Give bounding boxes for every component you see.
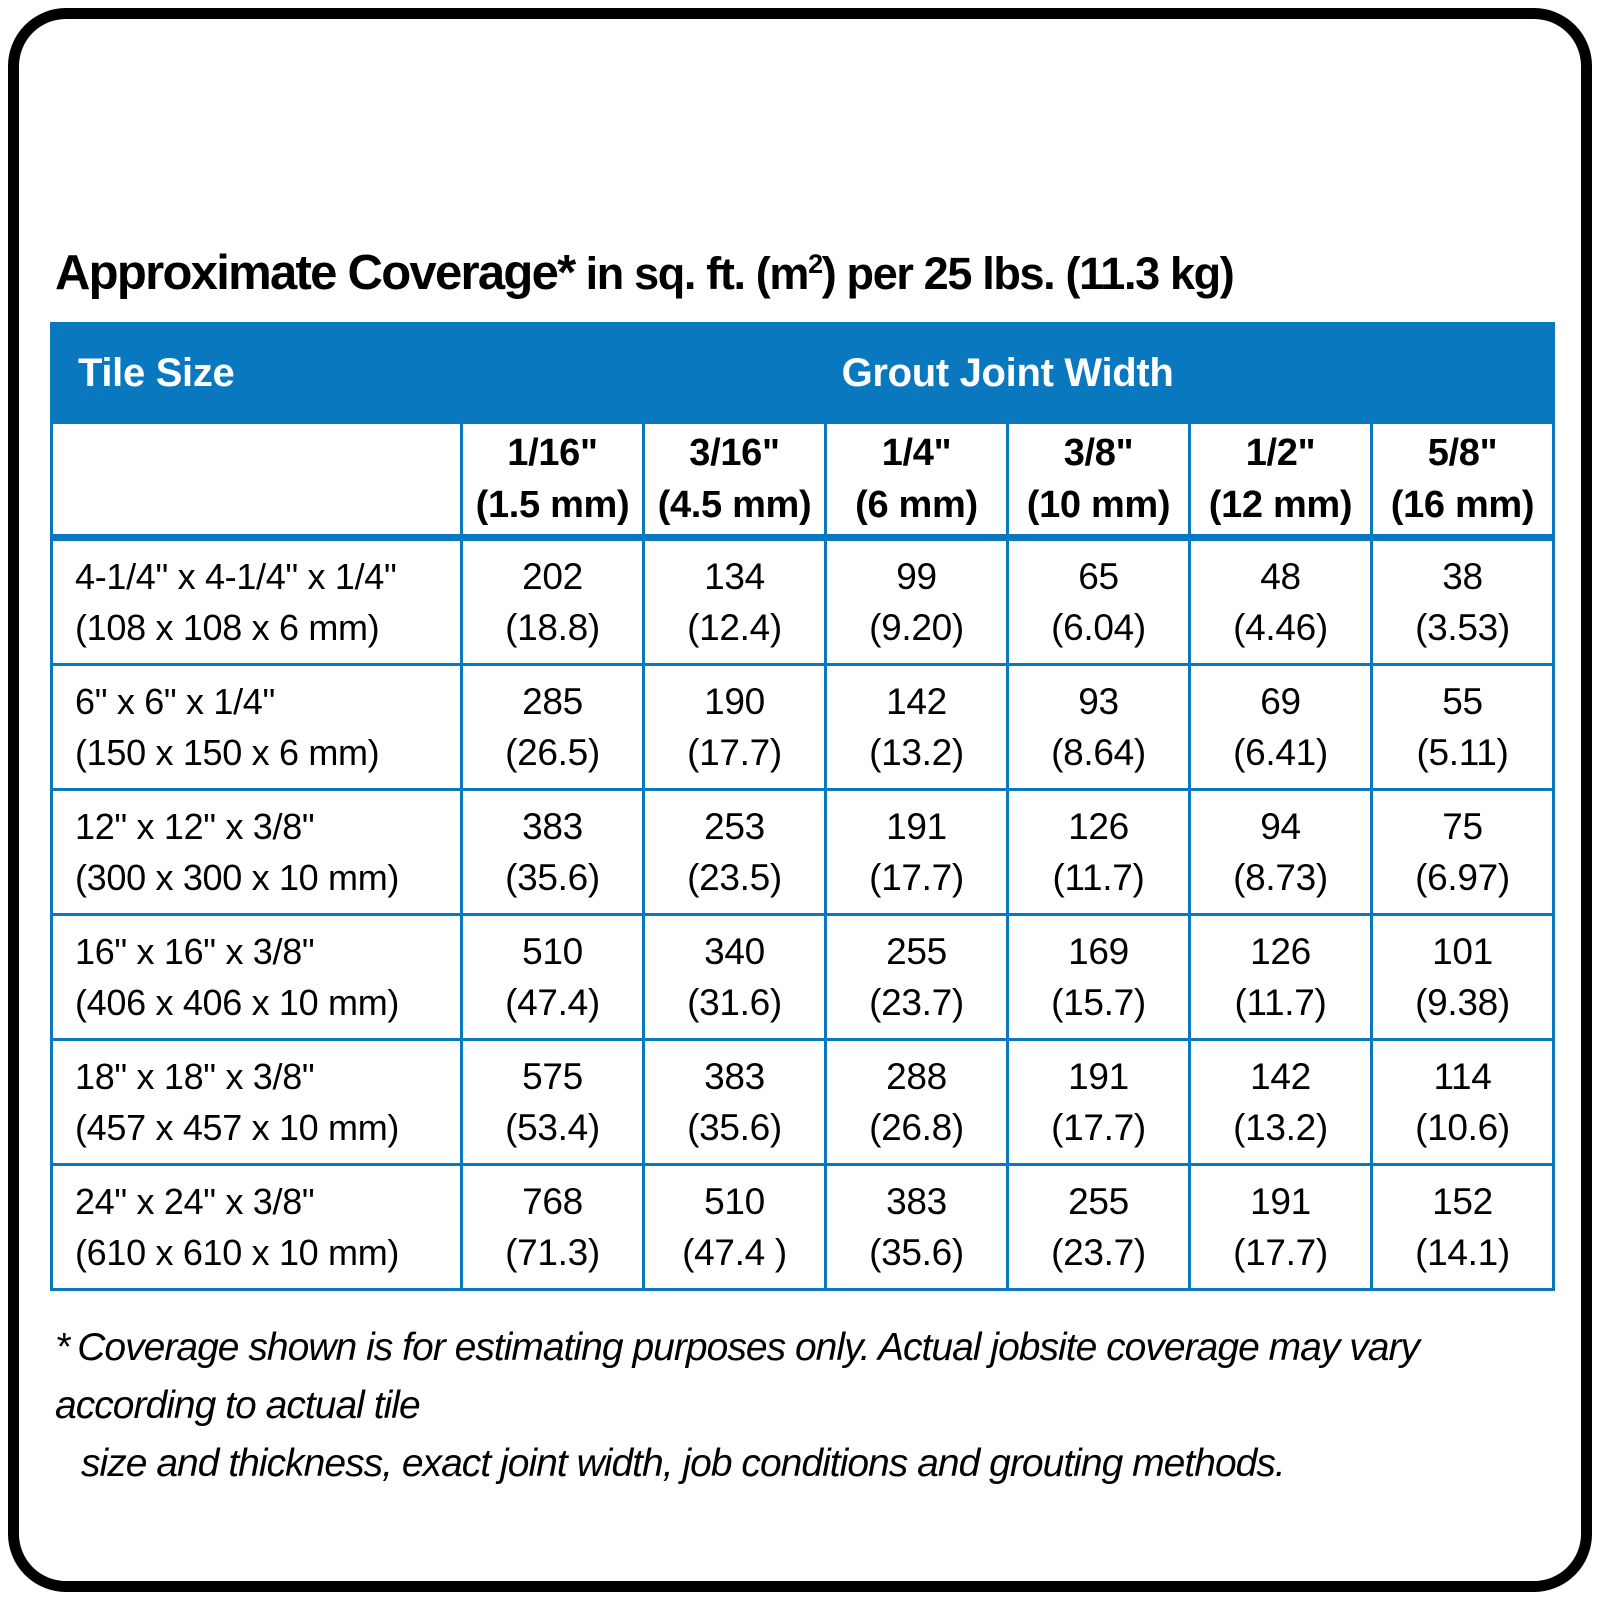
joint-width-header-row: 1/16" (1.5 mm) 3/16" (4.5 mm) 1/4" (6 mm) 3… [50, 421, 1556, 541]
tile-size-cell: 24" x 24" x 3/8" (610 x 610 x 10 mm) [50, 1163, 463, 1291]
column-header-1-2: 1/2" (12 mm) [1188, 421, 1373, 541]
coverage-cell: 114 (10.6) [1369, 1038, 1556, 1166]
coverage-cell: 142 (13.2) [1188, 1038, 1373, 1166]
coverage-cell: 191 (17.7) [1006, 1038, 1191, 1166]
column-header-1-16: 1/16" (1.5 mm) [460, 421, 645, 541]
coverage-cell: 101 (9.38) [1369, 913, 1556, 1041]
page-title: Approximate Coverage* in sq. ft. (m2) pe… [55, 246, 1235, 301]
column-header-5-8: 5/8" (16 mm) [1369, 421, 1556, 541]
table-header-band: Tile Size Grout Joint Width [50, 322, 1556, 424]
coverage-cell: 152 (14.1) [1369, 1163, 1556, 1291]
coverage-cell: 768 (71.3) [460, 1163, 645, 1291]
coverage-cell: 575 (53.4) [460, 1038, 645, 1166]
coverage-cell: 510 (47.4) [460, 913, 645, 1041]
coverage-cell: 65 (6.04) [1006, 536, 1191, 666]
table-row: 18" x 18" x 3/8" (457 x 457 x 10 mm) 575(… [50, 1038, 1556, 1166]
coverage-cell: 253 (23.5) [642, 788, 827, 916]
tile-size-cell: 12" x 12" x 3/8" (300 x 300 x 10 mm) [50, 788, 463, 916]
coverage-cell: 126 (11.7) [1188, 913, 1373, 1041]
coverage-cell: 190 (17.7) [642, 663, 827, 791]
tile-size-cell: 4-1/4" x 4-1/4" x 1/4" (108 x 108 x 6 mm) [50, 536, 463, 666]
tile-size-cell: 16" x 16" x 3/8" (406 x 406 x 10 mm) [50, 913, 463, 1041]
coverage-cell: 383 (35.6) [642, 1038, 827, 1166]
coverage-cell: 69 (6.41) [1188, 663, 1373, 791]
header-tile-size: Tile Size [50, 322, 463, 424]
footnote-line2: size and thickness, exact joint width, j… [81, 1442, 1286, 1485]
coverage-cell: 94 (8.73) [1188, 788, 1373, 916]
footnote-line1: Coverage shown is for estimating purpose… [55, 1326, 1420, 1427]
coverage-cell: 55 (5.11) [1369, 663, 1556, 791]
coverage-cell: 202 (18.8) [460, 536, 645, 666]
coverage-cell: 191 (17.7) [824, 788, 1009, 916]
tile-size-cell: 18" x 18" x 3/8" (457 x 457 x 10 mm) [50, 1038, 463, 1166]
coverage-cell: 255 (23.7) [824, 913, 1009, 1041]
coverage-cell: 510 (47.4 ) [642, 1163, 827, 1291]
coverage-cell: 142 (13.2) [824, 663, 1009, 791]
coverage-cell: 48 (4.46) [1188, 536, 1373, 666]
coverage-cell: 191 (17.7) [1188, 1163, 1373, 1291]
coverage-cell: 93 (8.64) [1006, 663, 1191, 791]
coverage-cell: 383 (35.6) [824, 1163, 1009, 1291]
superscript-2: 2 [808, 249, 823, 280]
title-units: in sq. ft. (m2) per 25 lbs. (11.3 kg) [574, 248, 1235, 300]
column-header-1-4: 1/4" (6 mm) [824, 421, 1009, 541]
table-row: 16" x 16" x 3/8" (406 x 406 x 10 mm) 510(… [50, 913, 1556, 1041]
coverage-cell: 99 (9.20) [824, 536, 1009, 666]
table-row: 24" x 24" x 3/8" (610 x 610 x 10 mm) 768(… [50, 1163, 1556, 1291]
coverage-cell: 75 (6.97) [1369, 788, 1556, 916]
table-row: 4-1/4" x 4-1/4" x 1/4" (108 x 108 x 6 mm)… [50, 536, 1556, 666]
coverage-cell: 285 (26.5) [460, 663, 645, 791]
colhead-empty-cell [50, 421, 463, 541]
table-row: 12" x 12" x 3/8" (300 x 300 x 10 mm) 383(… [50, 788, 1556, 916]
footnote-marker: * [55, 1326, 70, 1369]
column-header-3-16: 3/16" (4.5 mm) [642, 421, 827, 541]
table-row: 6" x 6" x 1/4" (150 x 150 x 6 mm) 285 (26.… [50, 663, 1556, 791]
coverage-cell: 383 (35.6) [460, 788, 645, 916]
title-emphasis: Approximate Coverage* [55, 246, 576, 301]
coverage-cell: 169 (15.7) [1006, 913, 1191, 1041]
tile-size-cell: 6" x 6" x 1/4" (150 x 150 x 6 mm) [50, 663, 463, 791]
coverage-cell: 288 (26.8) [824, 1038, 1009, 1166]
coverage-table: Tile Size Grout Joint Width 1/16" (1.5 mm… [50, 322, 1556, 1291]
footnote: * Coverage shown is for estimating purpos… [55, 1319, 1555, 1493]
column-header-3-8: 3/8" (10 mm) [1006, 421, 1191, 541]
header-grout-joint-width: Grout Joint Width [459, 322, 1556, 424]
coverage-cell: 38 (3.53) [1369, 536, 1556, 666]
coverage-cell: 126 (11.7) [1006, 788, 1191, 916]
coverage-cell: 340 (31.6) [642, 913, 827, 1041]
coverage-cell: 134 (12.4) [642, 536, 827, 666]
coverage-cell: 255 (23.7) [1006, 1163, 1191, 1291]
